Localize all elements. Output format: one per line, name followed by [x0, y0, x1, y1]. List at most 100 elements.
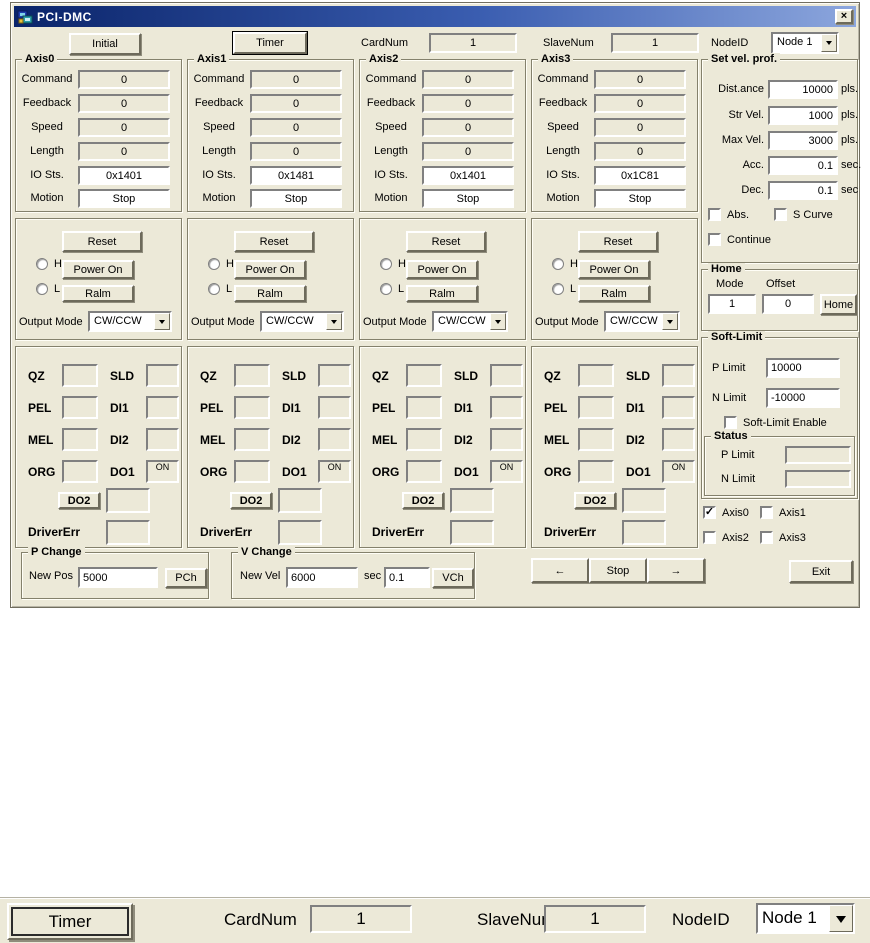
power-on-button[interactable]: Power On [578, 260, 650, 279]
radio-h[interactable]: H [380, 258, 406, 270]
titlebar: PCI-DMC × [14, 6, 856, 27]
power-on-button[interactable]: Power On [406, 260, 478, 279]
initial-button[interactable]: Initial [69, 33, 141, 55]
home-button[interactable]: Home [820, 294, 857, 315]
str-vel-input[interactable] [768, 106, 838, 125]
jog-right-button[interactable]: → [647, 558, 705, 583]
radio-icon [36, 258, 48, 270]
axis3-checkbox[interactable] [760, 531, 773, 544]
timer-button[interactable]: Timer [232, 31, 308, 55]
nodeid-select[interactable]: Node 1 [771, 32, 839, 54]
axis0-select-row[interactable]: ✓ Axis0 [703, 506, 749, 519]
dropdown-button[interactable] [821, 34, 837, 52]
stop-button[interactable]: Stop [589, 558, 647, 583]
radio-l[interactable]: L [380, 283, 404, 295]
qz-indicator [406, 364, 442, 387]
do2-button[interactable]: DO2 [574, 492, 616, 509]
do2-button[interactable]: DO2 [402, 492, 444, 509]
distance-input[interactable] [768, 80, 838, 99]
field-row: IO Sts. 0x1401 [360, 166, 525, 186]
radio-h-label: H [398, 258, 406, 270]
qz-indicator [234, 364, 270, 387]
jog-left-button[interactable]: ← [531, 558, 589, 583]
nodeid-select-magnified[interactable]: Node 1 [756, 903, 855, 934]
soft-limit-enable-checkbox[interactable] [724, 416, 737, 429]
axis0-checkbox[interactable]: ✓ [703, 506, 716, 519]
power-on-button[interactable]: Power On [234, 260, 306, 279]
axis1-select-label: Axis1 [779, 506, 806, 519]
radio-h-label: H [54, 258, 62, 270]
acc-input[interactable] [768, 156, 838, 175]
axis1-checkbox[interactable] [760, 506, 773, 519]
exit-button[interactable]: Exit [789, 560, 853, 583]
output-mode-value: CW/CCW [610, 315, 658, 327]
reset-button[interactable]: Reset [406, 231, 486, 252]
radio-l[interactable]: L [36, 283, 60, 295]
radio-h[interactable]: H [36, 258, 62, 270]
home-mode-input[interactable] [708, 294, 756, 314]
dropdown-button[interactable] [154, 313, 170, 330]
continue-checkbox[interactable] [708, 233, 721, 246]
axis-group-title: Axis1 [194, 53, 230, 66]
sec-input[interactable] [384, 567, 430, 588]
do2-button[interactable]: DO2 [58, 492, 100, 509]
p-limit-input[interactable] [766, 358, 840, 378]
ralm-button[interactable]: Ralm [234, 285, 306, 302]
close-button[interactable]: × [835, 9, 853, 24]
continue-checkbox-row[interactable]: Continue [708, 233, 771, 246]
do2-button[interactable]: DO2 [230, 492, 272, 509]
reset-button[interactable]: Reset [62, 231, 142, 252]
nodeid-value-magnified: Node 1 [762, 908, 817, 927]
mel-label: MEL [28, 433, 54, 447]
new-pos-input[interactable] [78, 567, 158, 588]
power-on-button[interactable]: Power On [62, 260, 134, 279]
output-mode-select[interactable]: CW/CCW [260, 311, 344, 332]
feedback-value: 0 [78, 94, 170, 113]
pch-button[interactable]: PCh [165, 568, 207, 588]
soft-limit-enable-row[interactable]: Soft-Limit Enable [724, 416, 827, 429]
dropdown-button[interactable] [829, 905, 853, 932]
dec-input[interactable] [768, 181, 838, 200]
field-label: Speed [547, 121, 579, 133]
axis1-select-row[interactable]: Axis1 [760, 506, 806, 519]
ralm-button[interactable]: Ralm [62, 285, 134, 302]
qz-indicator [62, 364, 98, 387]
s-curve-checkbox-row[interactable]: S Curve [774, 208, 833, 221]
abs-checkbox-row[interactable]: Abs. [708, 208, 749, 221]
reset-button[interactable]: Reset [234, 231, 314, 252]
reset-button[interactable]: Reset [578, 231, 658, 252]
output-mode-select[interactable]: CW/CCW [604, 311, 680, 332]
dropdown-button[interactable] [326, 313, 342, 330]
feedback-value: 0 [594, 94, 686, 113]
do1-label: DO1 [110, 465, 135, 479]
field-row: IO Sts. 0x1401 [16, 166, 181, 186]
dropdown-button[interactable] [662, 313, 678, 330]
dropdown-button[interactable] [490, 313, 506, 330]
radio-l[interactable]: L [552, 283, 576, 295]
vch-button[interactable]: VCh [432, 568, 474, 588]
output-mode-select[interactable]: CW/CCW [88, 311, 172, 332]
radio-h[interactable]: H [208, 258, 234, 270]
max-vel-input[interactable] [768, 131, 838, 150]
field-row: Feedback 0 [532, 94, 697, 114]
vel-row: Dist.ance pls. [702, 80, 858, 100]
di1-indicator [490, 396, 523, 419]
axis2-checkbox[interactable] [703, 531, 716, 544]
s-curve-checkbox[interactable] [774, 208, 787, 221]
vel-row: Str Vel. pls. [702, 106, 858, 126]
abs-checkbox[interactable] [708, 208, 721, 221]
jog-controls: ← Stop → [531, 558, 705, 583]
offset-label: Offset [766, 278, 796, 290]
home-offset-input[interactable] [762, 294, 814, 314]
ralm-button[interactable]: Ralm [406, 285, 478, 302]
new-vel-input[interactable] [286, 567, 358, 588]
output-mode-select[interactable]: CW/CCW [432, 311, 508, 332]
motion-value: Stop [594, 189, 686, 208]
ralm-button[interactable]: Ralm [578, 285, 650, 302]
axis3-select-row[interactable]: Axis3 [760, 531, 806, 544]
radio-h[interactable]: H [552, 258, 578, 270]
radio-l[interactable]: L [208, 283, 232, 295]
n-limit-input[interactable] [766, 388, 840, 408]
timer-button-magnified[interactable]: Timer [7, 903, 133, 940]
axis2-select-row[interactable]: Axis2 [703, 531, 749, 544]
